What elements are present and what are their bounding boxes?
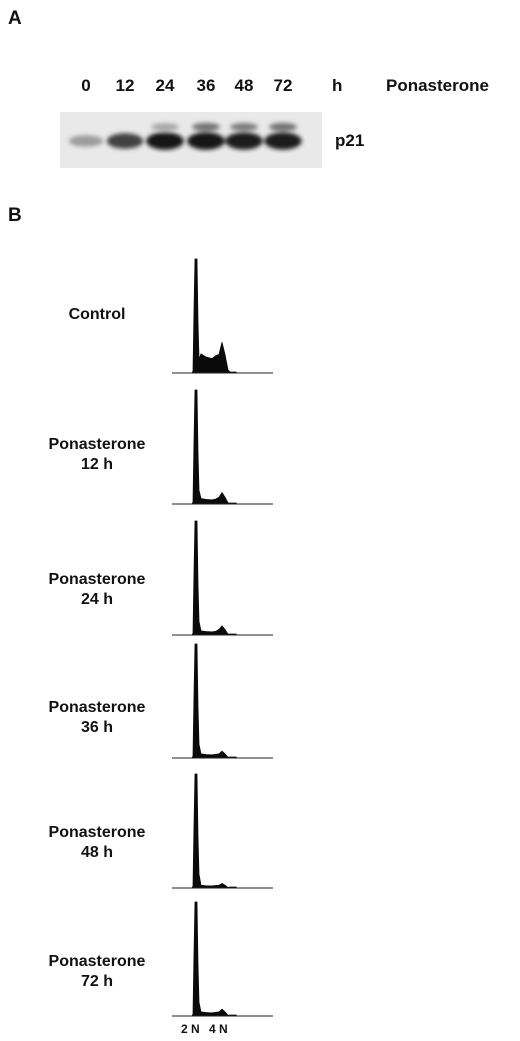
x-tick-4n: 4 N <box>209 1022 228 1036</box>
histogram-label-control: Control <box>22 305 172 325</box>
histogram-label-36h: Ponasterone 36 h <box>22 698 172 738</box>
upper-band <box>192 122 220 132</box>
histogram-profile <box>172 773 273 889</box>
histogram-48h <box>172 773 273 889</box>
histogram-label-line1: Ponasterone <box>48 699 146 716</box>
histogram-label-line2: 72 h <box>80 973 113 990</box>
panel-a-label: A <box>8 8 22 29</box>
time-unit-label: h <box>332 76 343 95</box>
histogram-12h <box>172 389 273 505</box>
histogram-label-line1: Ponasterone <box>48 824 146 841</box>
histogram-profile <box>172 258 273 374</box>
histogram-label-line1: Ponasterone <box>48 436 146 453</box>
histogram-profile <box>172 643 273 759</box>
lane-label-0: 0 <box>81 76 91 95</box>
histogram-label-line2: 36 h <box>80 719 113 736</box>
lane-label-72: 72 <box>273 76 293 95</box>
histogram-label-line1: Control <box>68 306 126 323</box>
histogram-label-line1: Ponasterone <box>48 953 146 970</box>
panel-b-label: B <box>8 205 22 226</box>
histogram-profile <box>172 389 273 505</box>
lane-label-36: 36 <box>196 76 216 95</box>
histogram-36h <box>172 643 273 759</box>
histogram-label-48h: Ponasterone 48 h <box>22 823 172 863</box>
lane-label-24: 24 <box>155 76 175 95</box>
p21-band <box>106 133 144 149</box>
protein-label: p21 <box>335 131 365 150</box>
histogram-label-24h: Ponasterone 24 h <box>22 570 172 610</box>
upper-band <box>151 123 179 131</box>
lane-label-12: 12 <box>115 76 135 95</box>
histogram-label-line2: 24 h <box>80 591 113 608</box>
p21-band <box>187 132 225 150</box>
x-tick-2n: 2 N <box>181 1022 200 1036</box>
histogram-label-line1: Ponasterone <box>48 571 146 588</box>
upper-band <box>269 122 297 132</box>
histogram-label-12h: Ponasterone 12 h <box>22 435 172 475</box>
histogram-72h <box>172 901 273 1017</box>
upper-band <box>230 122 258 132</box>
histogram-label-line2: 12 h <box>80 456 113 473</box>
histogram-label-line2: 48 h <box>80 844 113 861</box>
histogram-24h <box>172 520 273 636</box>
treatment-label: Ponasterone <box>386 76 489 95</box>
histogram-profile <box>172 901 273 1017</box>
p21-band <box>68 135 104 147</box>
p21-band <box>225 132 263 150</box>
histogram-control <box>172 258 273 374</box>
p21-band <box>264 132 302 150</box>
p21-band <box>146 132 184 150</box>
lane-label-48: 48 <box>234 76 254 95</box>
histogram-profile <box>172 520 273 636</box>
western-blot <box>60 112 322 168</box>
histogram-label-72h: Ponasterone 72 h <box>22 952 172 992</box>
